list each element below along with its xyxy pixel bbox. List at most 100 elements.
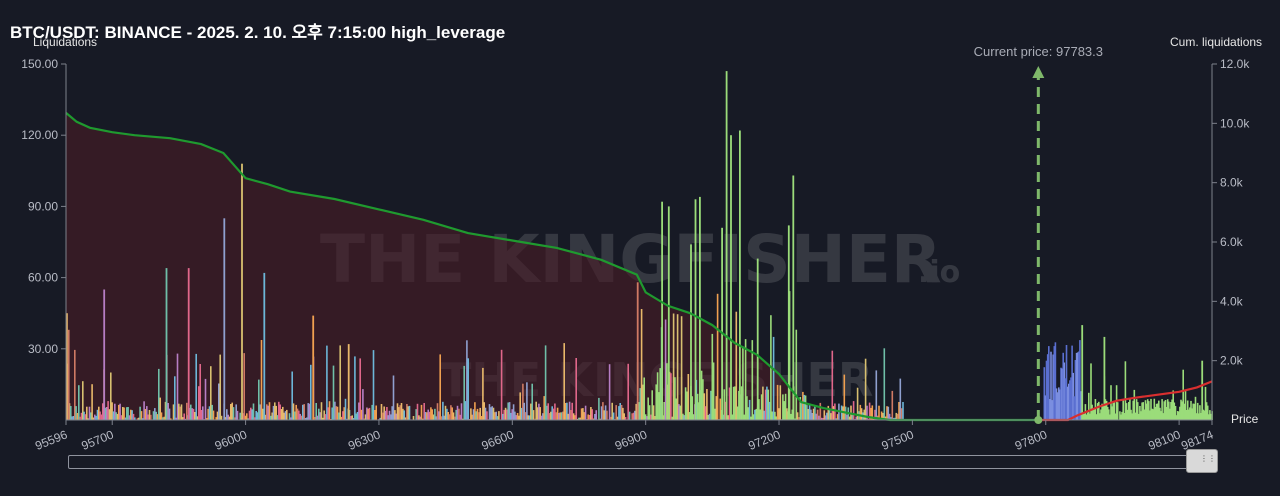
- liq-bar: [532, 410, 535, 420]
- liq-bar: [774, 411, 776, 420]
- liq-bar: [479, 407, 481, 420]
- liq-bar: [88, 406, 91, 420]
- liq-bar: [707, 415, 710, 420]
- liq-bar: [639, 388, 641, 420]
- y-left-tick-label: 150.00: [21, 57, 58, 71]
- liq-bar: [71, 416, 73, 420]
- liq-bar: [114, 403, 116, 420]
- liq-bar: [568, 401, 571, 420]
- liq-bar: [642, 384, 644, 420]
- liq-bar: [1159, 407, 1161, 420]
- liq-bar: [239, 412, 241, 420]
- liq-bar: [400, 403, 403, 420]
- liq-bar: [251, 409, 253, 420]
- y-right-axis-label: Cum. liquidations: [1170, 35, 1263, 49]
- liq-bar: [1059, 389, 1061, 420]
- range-scrollbar-track[interactable]: [68, 455, 1212, 469]
- liq-bar: [842, 406, 844, 420]
- liq-bar: [711, 333, 714, 420]
- liq-bar: [895, 412, 898, 420]
- liq-bar: [1086, 412, 1089, 420]
- liq-bar: [367, 408, 369, 420]
- liq-bar: [271, 412, 273, 420]
- liq-bar: [427, 409, 429, 420]
- liq-bar: [110, 372, 112, 420]
- liq-bar: [167, 403, 169, 420]
- liq-bar: [591, 409, 593, 420]
- liq-bar: [790, 413, 792, 420]
- liq-bar: [191, 408, 193, 420]
- liq-bar: [584, 405, 587, 420]
- y-left-tick-label: 30.00: [28, 342, 58, 356]
- liq-bar: [388, 410, 391, 420]
- liq-bar: [318, 408, 320, 420]
- liq-bar: [1068, 383, 1070, 420]
- liq-bar: [887, 406, 890, 420]
- liq-bar: [1091, 404, 1093, 420]
- liq-bar: [87, 418, 89, 420]
- liq-bar: [520, 407, 523, 420]
- liq-bar: [1174, 406, 1177, 420]
- current-price-marker: Current price: 97783.3: [974, 44, 1103, 424]
- liq-bar: [92, 417, 95, 420]
- liq-bar: [671, 416, 674, 420]
- liq-bar: [476, 408, 479, 420]
- liq-bar: [148, 410, 151, 420]
- liq-bar: [406, 404, 408, 420]
- liq-bar: [319, 412, 321, 420]
- y-left-tick-label: 90.00: [28, 199, 58, 213]
- liq-bar: [404, 417, 407, 420]
- liq-bar: [1142, 402, 1144, 420]
- liq-bar: [640, 309, 643, 420]
- liq-bar: [486, 411, 488, 420]
- liq-bar: [328, 401, 331, 420]
- x-tick-label: 97800: [1013, 427, 1049, 453]
- liq-bar: [528, 415, 531, 420]
- liq-bar: [120, 415, 123, 420]
- y-left-tick-label: 60.00: [28, 271, 58, 285]
- liq-bar: [1102, 405, 1104, 420]
- liq-bar: [126, 407, 128, 420]
- cum-liquidations-area: [66, 112, 1039, 421]
- liq-bar: [140, 411, 143, 420]
- liq-bar: [276, 415, 279, 420]
- liq-bar: [1210, 413, 1212, 420]
- liq-bar: [98, 406, 100, 420]
- x-axis-label: Price: [1231, 412, 1259, 426]
- liq-bar: [1172, 390, 1174, 420]
- liq-bar: [823, 410, 826, 420]
- liq-bar: [1055, 388, 1058, 420]
- liq-bar: [683, 415, 686, 420]
- liq-bar: [672, 313, 675, 420]
- liq-bar-tall: [223, 218, 226, 420]
- liq-bar: [451, 407, 453, 420]
- range-scrollbar-handle[interactable]: ⋮⋮: [1186, 449, 1218, 473]
- liq-bar: [1098, 401, 1100, 420]
- liq-bar: [791, 409, 794, 420]
- liq-bar: [102, 403, 104, 420]
- liq-bar: [226, 409, 228, 420]
- liq-bar: [587, 414, 589, 420]
- liq-bar: [424, 412, 427, 420]
- liq-bar: [216, 411, 219, 420]
- liq-bar-tall: [165, 268, 168, 420]
- liq-bar-tall: [690, 244, 692, 420]
- liq-bar: [119, 403, 121, 420]
- liq-bar: [1108, 409, 1110, 420]
- liq-bar: [710, 390, 712, 420]
- liq-bar: [443, 415, 445, 420]
- liq-bar: [1208, 414, 1210, 420]
- liq-bar: [794, 418, 796, 420]
- liq-bar: [107, 401, 109, 420]
- liq-bar: [631, 413, 633, 420]
- liq-bar: [154, 408, 156, 420]
- liq-bar: [247, 418, 249, 420]
- liq-bar: [764, 389, 767, 420]
- liq-bar: [176, 353, 179, 420]
- liq-bar: [1056, 392, 1059, 420]
- liq-bar: [767, 389, 770, 420]
- liq-bar: [250, 407, 252, 420]
- liq-bar: [455, 409, 457, 420]
- liq-bar: [628, 411, 631, 420]
